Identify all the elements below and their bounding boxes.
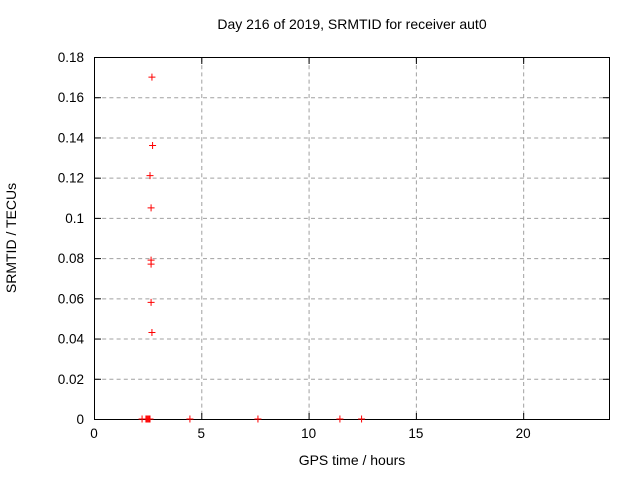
data-point-marker	[148, 73, 156, 81]
data-point-marker	[147, 298, 155, 306]
plot-border	[94, 57, 610, 420]
y-tick-label: 0.16	[58, 90, 84, 105]
x-tick-label: 15	[408, 426, 423, 441]
chart-title: Day 216 of 2019, SRMTID for receiver aut…	[217, 16, 487, 32]
y-tick-label: 0.18	[58, 50, 84, 65]
x-tick-label: 10	[301, 426, 316, 441]
data-point-marker	[148, 329, 156, 337]
data-point-marker	[147, 260, 155, 268]
data-point-marker	[336, 415, 344, 423]
data-point-marker	[254, 415, 262, 423]
y-tick-label: 0	[76, 412, 84, 427]
y-tick-label: 0.06	[58, 291, 84, 306]
y-tick-label: 0.08	[58, 251, 84, 266]
data-point-marker	[146, 415, 154, 423]
y-tick-label: 0.1	[65, 211, 84, 226]
x-tick-label: 5	[198, 426, 206, 441]
x-tick-label: 20	[516, 426, 531, 441]
y-tick-label: 0.14	[58, 130, 85, 145]
y-tick-label: 0.04	[58, 332, 85, 347]
data-point-marker	[149, 141, 157, 149]
data-point-marker	[147, 204, 155, 212]
data-point-marker	[146, 172, 154, 180]
data-point-marker	[358, 415, 366, 423]
y-tick-label: 0.12	[58, 171, 84, 186]
x-tick-label: 0	[90, 426, 98, 441]
x-axis-label: GPS time / hours	[298, 452, 406, 468]
y-tick-label: 0.02	[58, 372, 84, 387]
data-point-marker	[186, 415, 194, 423]
